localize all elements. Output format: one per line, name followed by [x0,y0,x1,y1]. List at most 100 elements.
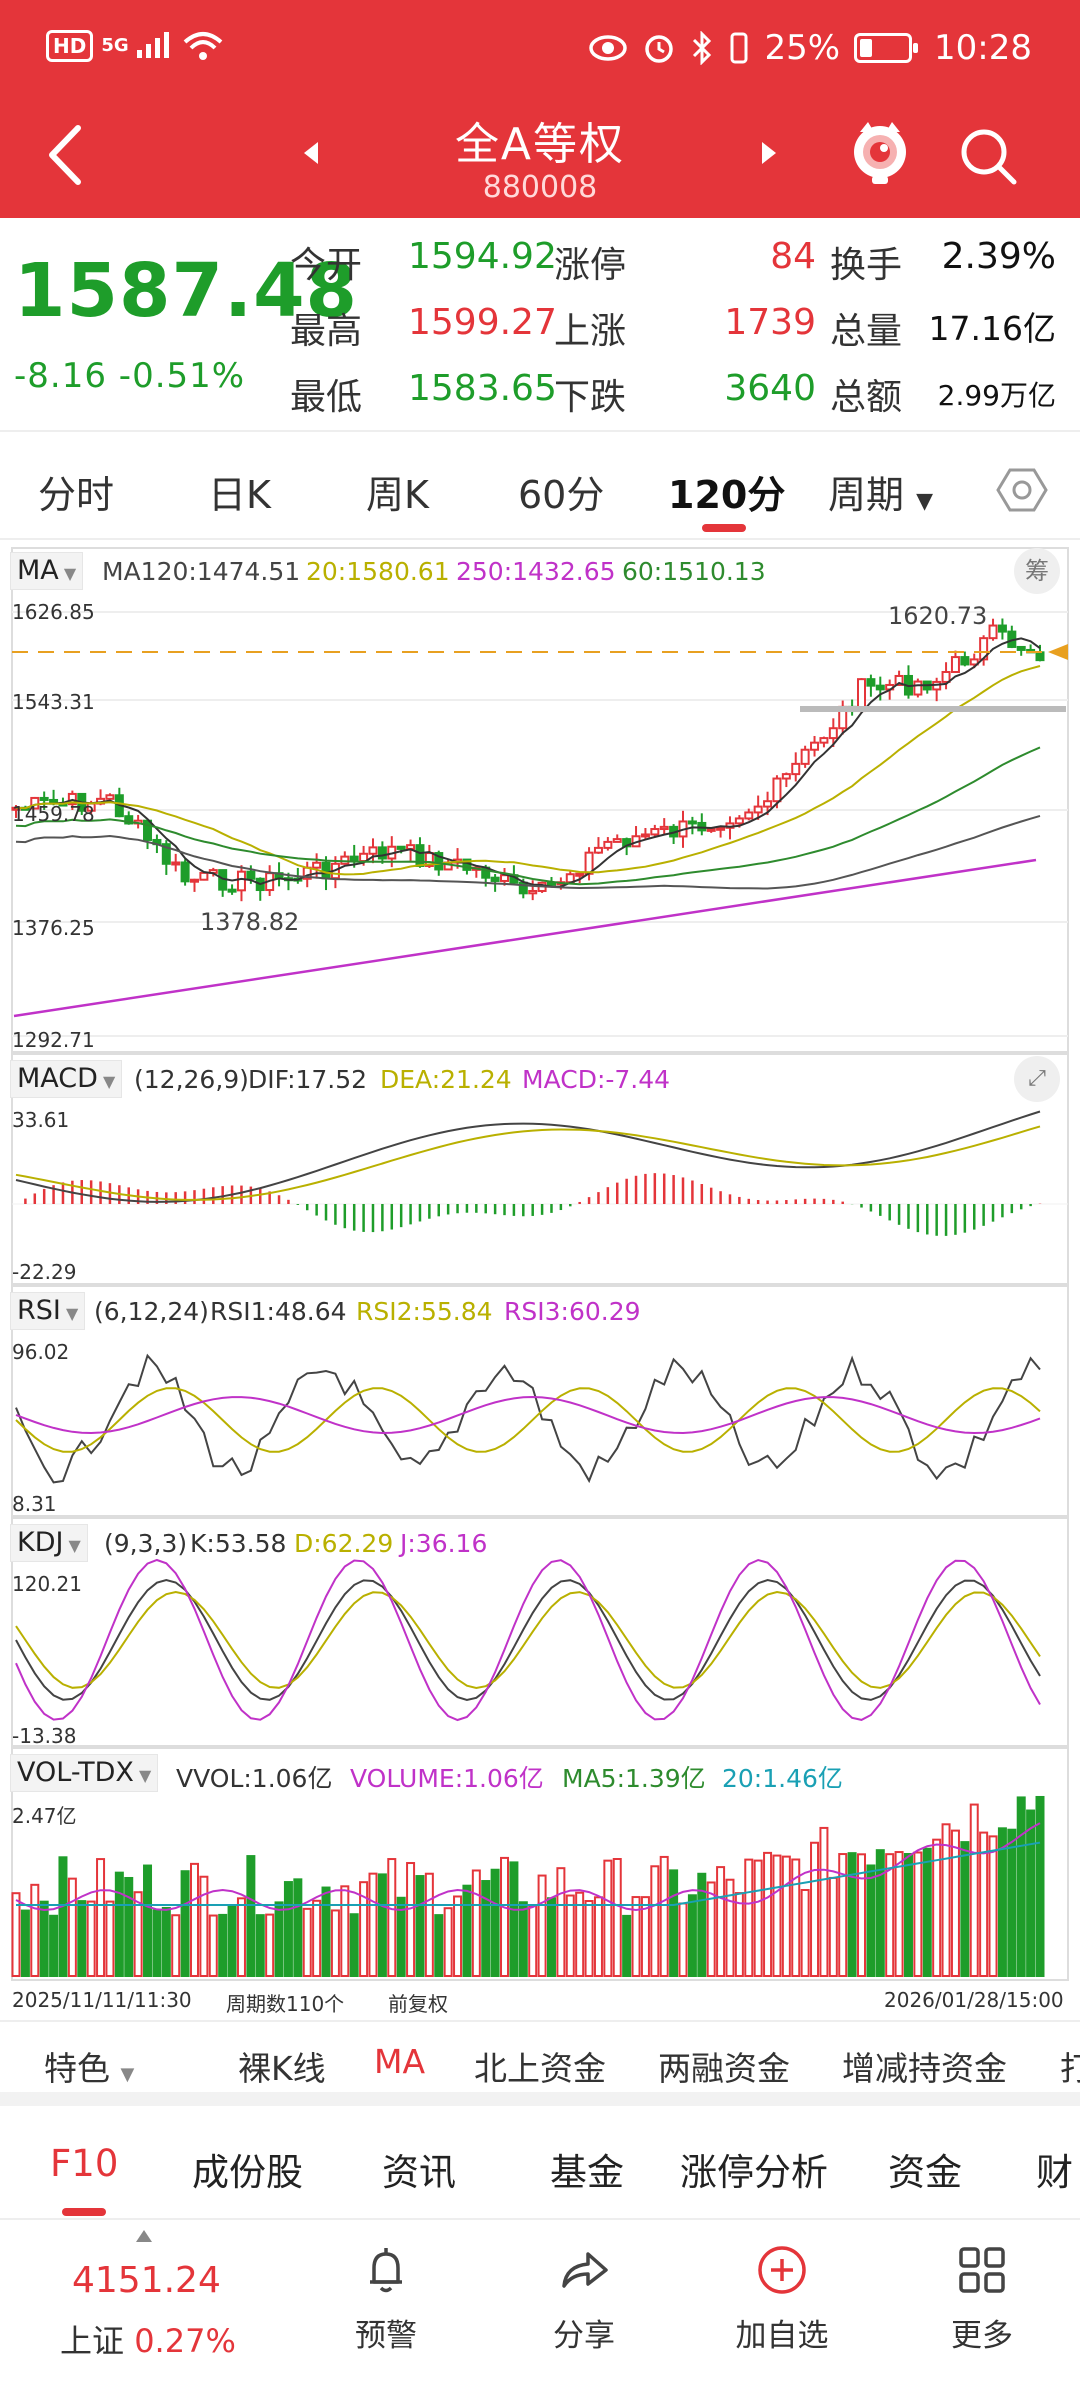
nav-bar: 全A等权 880008 [0,100,1080,210]
margin-toggle[interactable]: 两融资金 [658,2049,790,2088]
volume-bar [556,1867,566,1977]
expand-icon[interactable]: ⤢ [1014,1056,1060,1102]
mascot-icon[interactable] [848,118,912,186]
tab-intraday[interactable]: 分时 [38,473,115,517]
candle-body [659,825,669,831]
prev-triangle-icon[interactable] [298,138,324,168]
index-value[interactable]: 4151.24 [72,2260,221,2301]
candle-body [988,624,998,640]
indicator-bar: 特色 ▼ 裸K线 MA 北上资金 两融资金 增减持资金 打 [0,2020,1080,2106]
volume-bar [866,1864,876,1977]
volume-bar [1007,1828,1017,1978]
low-label: 最低 [290,377,363,418]
feature-dropdown[interactable]: 特色 ▼ [44,2049,135,2088]
vol-selector[interactable]: VOL-TDX ▼ [10,1754,159,1792]
high-annotation: 1620.73 [888,602,988,630]
ma250-line [13,858,1037,1018]
tab-60min[interactable]: 60分 [518,473,605,517]
kdj-selector[interactable]: KDJ ▼ [10,1524,88,1562]
more-button[interactable]: 更多 [912,2244,1052,2355]
volume-bar [706,1881,716,1978]
volume-bar [744,1858,754,1978]
candle-body [105,794,115,800]
low-value: 1583.65 [408,368,557,409]
candle-body [753,805,763,814]
back-icon[interactable] [38,120,92,190]
volume-bar [189,1862,199,1977]
holdings-change-toggle[interactable]: 增减持资金 [842,2049,1007,2088]
next-triangle-icon[interactable] [756,138,782,168]
macd-selector[interactable]: MACD ▼ [10,1060,123,1098]
tab-news[interactable]: 资讯 [382,2151,456,2194]
ma-selector[interactable]: MA ▼ [10,552,84,590]
chart-area[interactable] [0,0,1080,2010]
volume-bar [1026,1809,1036,1977]
share-button[interactable]: 分享 [514,2244,654,2355]
panel-frame [11,1747,1069,1981]
candle-body [171,861,181,866]
tab-capital[interactable]: 资金 [888,2151,962,2194]
vol-ma5: MA5:1.39亿 [562,1764,706,1793]
volume-bar [387,1858,397,1977]
search-icon[interactable] [956,124,1020,188]
naked-k-toggle[interactable]: 裸K线 [238,2049,326,2088]
rsi1-line [15,1353,1041,1484]
volume-bar [697,1872,707,1977]
candle-body [960,656,970,666]
settings-hex-icon[interactable] [996,464,1048,516]
vol-y-top: 2.47亿 [12,1804,77,1828]
volume-bar [932,1838,942,1978]
candle-body [1035,651,1045,662]
tab-finance[interactable]: 财 [1036,2151,1073,2194]
rsi-selector[interactable]: RSI ▼ [10,1292,86,1330]
index-summary[interactable]: 上证 0.27% [60,2322,236,2360]
candle-body [913,680,923,696]
ma-toggle[interactable]: MA [374,2042,426,2081]
tab-constituents[interactable]: 成份股 [192,2151,303,2194]
wifi-icon [183,32,223,60]
macd-y-bottom: -22.29 [12,1260,77,1284]
volume-bar [800,1889,810,1978]
turnover-value: 2.39% [941,236,1056,277]
volume-bar [283,1881,293,1977]
volume-bar [396,1896,406,1977]
panel-frame [11,1285,1069,1517]
kdj-d-line [15,1590,1041,1690]
volume-bar [500,1856,510,1977]
volume-bar [302,1907,312,1977]
tab-funds[interactable]: 基金 [550,2151,624,2194]
tab-120min[interactable]: 120分 [668,473,786,517]
volume-label: 总量 [830,311,903,352]
tab-period-dropdown[interactable]: 周期 ▼ [828,473,934,517]
volume-bar [462,1884,472,1978]
rsi-y-top: 96.02 [12,1340,70,1364]
end-date: 2026/01/28/15:00 [884,1988,1064,2012]
candle-body [349,855,359,863]
volume-bar [265,1913,275,1978]
northbound-toggle[interactable]: 北上资金 [474,2049,606,2088]
volume-bar [678,1902,688,1977]
tab-limit-up-analysis[interactable]: 涨停分析 [680,2151,828,2194]
volume-bar [359,1881,369,1978]
candle-body [950,656,960,673]
more-indicator[interactable]: 打 [1060,2049,1080,2088]
expand-up-icon[interactable] [136,2230,152,2242]
period-tabs: 分时 日K 周K 60分 120分 周期 ▼ [0,436,1080,540]
candle-body [744,811,754,820]
rsi-params: (6,12,24) [94,1297,209,1326]
chip-distribution-button[interactable]: 筹 [1014,548,1060,594]
turnover-label: 换手 [830,245,903,286]
candle-body [321,861,331,880]
volume-bar [471,1869,481,1977]
tab-f10[interactable]: F10 [50,2142,119,2185]
candle-body [377,846,387,860]
alert-button[interactable]: 预警 [316,2244,456,2355]
volume-bar [622,1914,632,1977]
tab-weekly-k[interactable]: 周K [366,473,429,517]
add-watchlist-label: 加自选 [735,2318,829,2354]
tab-daily-k[interactable]: 日K [208,473,271,517]
volume-bar [687,1894,697,1978]
add-watchlist-button[interactable]: 加自选 [712,2244,852,2355]
start-date: 2025/11/11/11:30 [12,1988,192,2012]
volume-bar [659,1855,669,1978]
